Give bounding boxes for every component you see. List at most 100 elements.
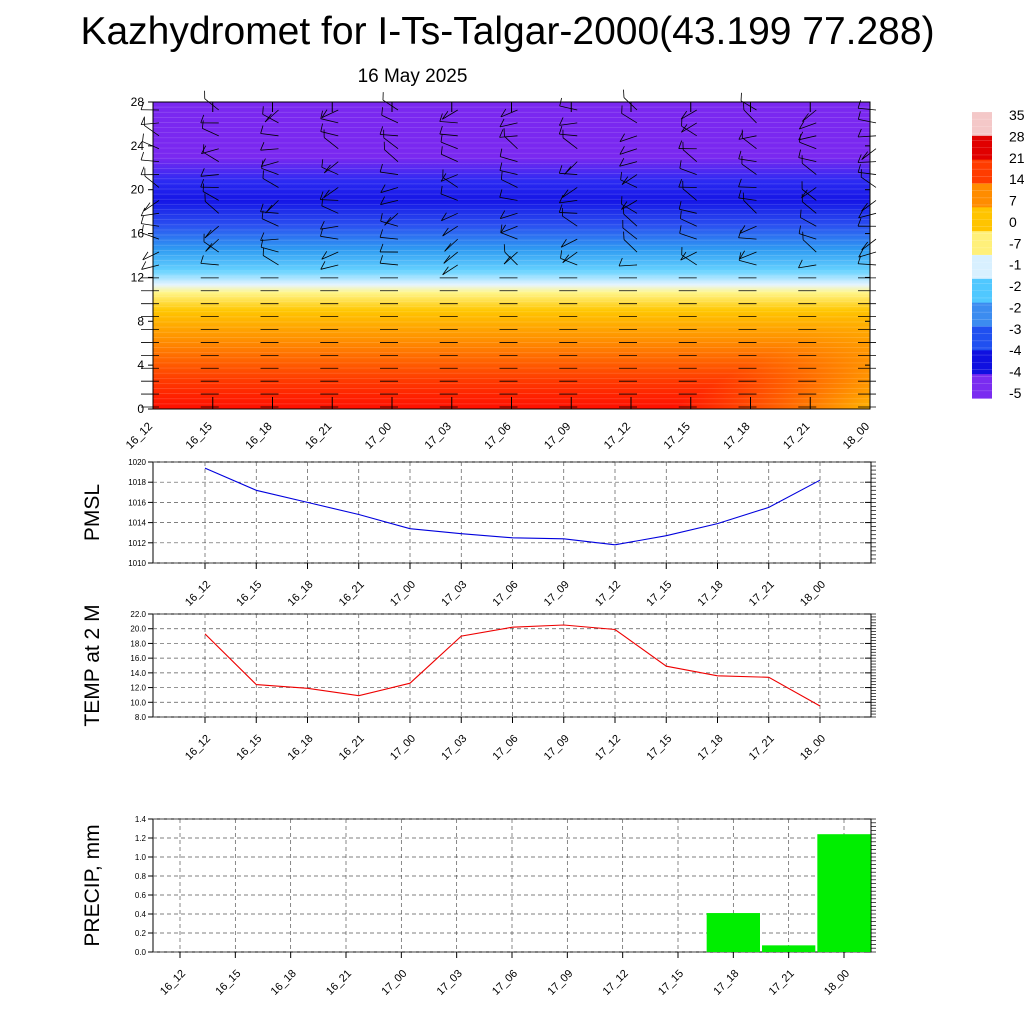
y-tick-label: 1014: [128, 519, 146, 528]
x-tick-label: 17_06: [483, 421, 514, 452]
wind-barb-flag: [680, 110, 688, 120]
wind-barb-flag: [379, 255, 383, 264]
wind-barb: [623, 239, 638, 253]
wind-barb-flag: [798, 149, 801, 158]
x-tick-label: 16_15: [184, 421, 215, 452]
y-tick-label: 1018: [128, 478, 146, 487]
wind-barb: [141, 223, 160, 227]
wind-barb: [142, 251, 160, 261]
wind-barb-flag: [441, 111, 449, 120]
x-tick-label: 17_06: [490, 968, 520, 998]
x-tick-label: 17_09: [542, 579, 572, 609]
wind-barb-flag: [499, 129, 504, 138]
wind-barb: [260, 133, 279, 137]
x-tick-label: 16_18: [286, 579, 316, 609]
colorbar-label: 28: [1009, 128, 1024, 144]
wind-barb: [621, 174, 638, 185]
colorbar-label: 14: [1009, 171, 1024, 187]
wind-barb: [679, 167, 697, 175]
wind-barb-flag: [441, 212, 447, 221]
wind-barb: [681, 254, 697, 266]
wind-barb-flag: [503, 255, 511, 265]
x-tick-label: 16_18: [269, 968, 299, 998]
plot-frame: [152, 461, 872, 564]
wind-barb-flag: [142, 133, 144, 142]
wind-barb: [559, 133, 578, 137]
wind-barb: [738, 186, 757, 188]
colorbar-swatch: [972, 159, 992, 185]
colorbar-label: 21: [1009, 150, 1024, 166]
colorbar-label: -4: [1009, 342, 1022, 358]
wind-barb: [260, 238, 279, 241]
colorbar-label: -3: [1009, 321, 1022, 337]
wind-barb: [799, 141, 817, 150]
wind-barb-flag: [560, 239, 567, 248]
wind-barb: [621, 200, 638, 210]
wind-barb-flag: [384, 217, 392, 226]
wind-barb-flag: [619, 158, 625, 167]
wind-barb: [798, 135, 817, 141]
y-tick-label: 20: [131, 183, 145, 197]
colorbar-label: -7: [1009, 235, 1022, 251]
x-tick-label: 17_21: [747, 733, 777, 763]
x-tick-label: 17_03: [439, 579, 469, 609]
wind-barb: [621, 113, 638, 124]
wind-barb: [622, 227, 638, 240]
wind-barb: [501, 179, 518, 188]
wind-barb-flag: [379, 126, 384, 135]
wind-barb: [559, 122, 578, 126]
x-tick-label: 16_21: [303, 421, 334, 452]
wind-barb: [802, 201, 817, 214]
colorbar: 35 28 21 14 7 0 -7 -1 -2 -2 -3 -4 -4 -5: [972, 107, 1024, 401]
wind-barb: [441, 153, 458, 163]
wind-barb: [320, 118, 339, 124]
y-tick-label: 1.2: [135, 834, 147, 843]
wind-barb: [260, 211, 279, 214]
wind-barb: [444, 238, 459, 252]
wind-barb: [380, 236, 399, 240]
wind-barb-flag: [562, 189, 569, 198]
wind-barb-flag: [260, 239, 264, 248]
x-tick-label: 17_12: [593, 579, 623, 609]
wind-barb: [800, 217, 817, 227]
heatmap-warm-area: [547, 270, 870, 409]
y-tick-label: 16.0: [130, 654, 146, 663]
wind-barb: [680, 218, 697, 227]
x-tick-label: 17_09: [542, 421, 573, 452]
wind-barb: [619, 135, 638, 143]
wind-barb-flag: [142, 251, 149, 261]
wind-barb: [380, 220, 399, 227]
y-tick-label: 1016: [128, 498, 146, 507]
x-tick-label: 17_12: [601, 968, 631, 998]
wind-barb: [681, 122, 697, 133]
wind-barb-flag: [499, 118, 505, 128]
wind-barb-flag: [558, 126, 563, 135]
wind-barb-flag: [260, 203, 264, 212]
y-tick-label: 22.0: [130, 610, 146, 619]
wind-barb: [141, 232, 160, 240]
x-tick-label: 17_18: [722, 421, 753, 452]
wind-barb-flag: [440, 185, 443, 194]
y-tick-label: 0.6: [135, 891, 147, 900]
y-axis-label: TEMP at 2 M: [81, 604, 104, 726]
colorbar-swatch: [972, 302, 992, 328]
wind-barb: [320, 235, 339, 240]
colorbar-swatch: [972, 207, 992, 232]
wind-barb: [559, 172, 578, 175]
wind-barb: [858, 119, 877, 124]
y-tick-label: 1.4: [135, 815, 147, 824]
wind-barb-flag: [439, 125, 443, 135]
wind-barb-flag: [499, 148, 503, 157]
wind-barb-flag: [619, 146, 625, 155]
colorbar-label: 0: [1009, 214, 1017, 230]
wind-barb: [261, 246, 279, 253]
wind-barb: [202, 191, 219, 201]
x-tick-label: 17_18: [696, 733, 726, 763]
wind-barb: [144, 175, 160, 188]
wind-barb: [743, 109, 757, 124]
y-tick-label: 20.0: [130, 625, 146, 634]
x-tick-label: 17_18: [696, 579, 726, 609]
y-tick-label: 24: [131, 139, 145, 153]
y-axis-label: PRECIP, mm: [81, 824, 104, 946]
wind-barb: [858, 135, 877, 138]
